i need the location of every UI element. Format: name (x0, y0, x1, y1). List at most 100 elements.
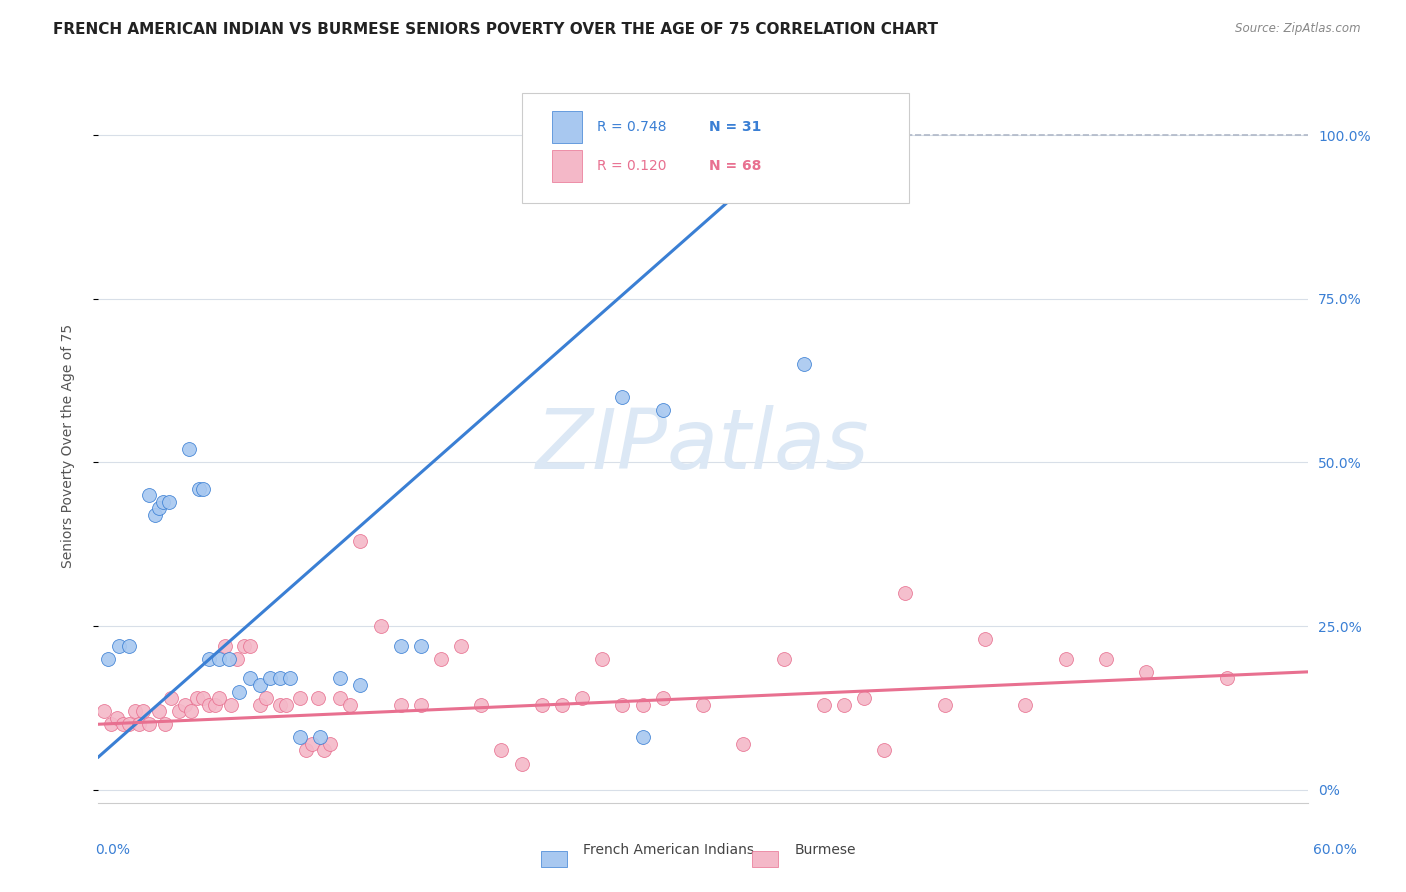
Point (813, 698, 835, 712)
Point (1095, 652, 1118, 666)
Text: 60.0%: 60.0% (1313, 843, 1357, 857)
Point (430, 652, 453, 666)
Point (239, 672, 262, 686)
Point (157, 494, 180, 508)
Point (249, 678, 271, 692)
Point (226, 652, 249, 666)
Text: N = 68: N = 68 (709, 160, 762, 173)
Point (160, 691, 183, 706)
Point (974, 632, 997, 647)
Point (733, 737, 755, 751)
Point (314, 743, 336, 757)
Point (370, 619, 392, 633)
Point (118, 639, 141, 653)
Text: FRENCH AMERICAN INDIAN VS BURMESE SENIORS POVERTY OVER THE AGE OF 75 CORRELATION: FRENCH AMERICAN INDIAN VS BURMESE SENIOR… (53, 22, 938, 37)
FancyBboxPatch shape (551, 111, 582, 143)
Point (278, 672, 301, 686)
Point (214, 639, 236, 653)
Point (389, 698, 412, 712)
Point (208, 691, 231, 706)
Point (873, 743, 896, 757)
Point (148, 501, 170, 516)
Point (349, 678, 371, 692)
Point (793, 357, 815, 371)
Text: French American Indians: French American Indians (583, 843, 755, 857)
Point (612, 390, 634, 404)
Point (772, 652, 794, 666)
Point (450, 639, 472, 653)
Point (409, 698, 432, 712)
Point (319, 737, 342, 751)
Point (274, 698, 297, 712)
Text: R = 0.120: R = 0.120 (596, 160, 666, 173)
Point (339, 698, 361, 712)
Point (167, 704, 190, 718)
Point (832, 698, 855, 712)
Point (389, 639, 412, 653)
Point (692, 128, 714, 142)
Point (188, 482, 211, 496)
Point (179, 442, 201, 457)
Point (631, 698, 654, 712)
Point (530, 698, 553, 712)
Point (174, 698, 197, 712)
Point (259, 672, 281, 686)
Point (100, 717, 122, 731)
Point (269, 672, 291, 686)
Point (1054, 652, 1077, 666)
Point (1216, 672, 1239, 686)
Point (934, 698, 956, 712)
Y-axis label: Seniors Poverty Over the Age of 75: Seniors Poverty Over the Age of 75 (60, 324, 75, 568)
Point (491, 743, 513, 757)
Point (249, 698, 271, 712)
Point (128, 717, 150, 731)
Point (269, 698, 291, 712)
Point (651, 691, 673, 706)
Point (208, 652, 231, 666)
Point (193, 482, 215, 496)
Point (295, 743, 318, 757)
Point (551, 698, 574, 712)
Point (228, 684, 250, 698)
Point (239, 639, 262, 653)
Point (329, 672, 352, 686)
Point (105, 711, 128, 725)
Point (193, 691, 215, 706)
Point (651, 403, 673, 417)
Point (893, 586, 915, 600)
Point (204, 698, 226, 712)
Text: N = 31: N = 31 (709, 120, 762, 134)
Point (288, 731, 311, 745)
Point (510, 756, 533, 771)
Point (97, 652, 120, 666)
Point (307, 691, 329, 706)
Point (631, 731, 654, 745)
Point (301, 737, 323, 751)
Point (186, 691, 208, 706)
Point (853, 691, 876, 706)
Point (124, 704, 146, 718)
Point (409, 639, 432, 653)
Point (1014, 698, 1036, 712)
Point (111, 717, 134, 731)
Text: Burmese: Burmese (794, 843, 856, 857)
Point (93, 704, 115, 718)
Point (107, 639, 129, 653)
Point (221, 698, 243, 712)
FancyBboxPatch shape (522, 93, 908, 203)
Point (288, 691, 311, 706)
Text: ZIPatlas: ZIPatlas (536, 406, 870, 486)
Point (232, 639, 254, 653)
Point (138, 717, 160, 731)
Point (612, 698, 634, 712)
Point (329, 691, 352, 706)
Point (138, 488, 160, 502)
Text: Source: ZipAtlas.com: Source: ZipAtlas.com (1236, 22, 1361, 36)
Point (198, 698, 221, 712)
Point (153, 717, 176, 731)
Point (218, 652, 240, 666)
Point (254, 691, 277, 706)
Point (692, 698, 714, 712)
Point (1135, 665, 1157, 679)
Point (180, 704, 202, 718)
